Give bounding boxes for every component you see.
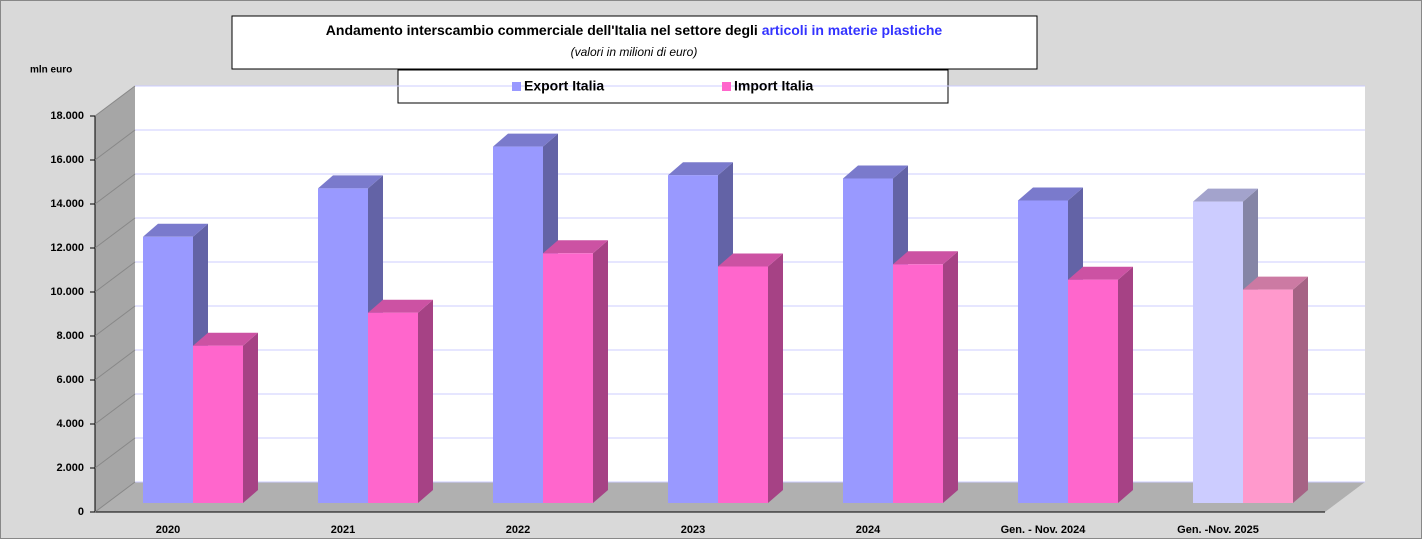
bar-top	[368, 299, 433, 313]
x-tick-label: 2023	[681, 524, 705, 536]
bar	[893, 264, 943, 503]
y-tick-label: 6.000	[56, 374, 84, 386]
y-tick-label: 2.000	[56, 462, 84, 474]
bar-top	[893, 251, 958, 265]
bar-top	[318, 175, 383, 189]
bar	[843, 178, 893, 503]
bar	[718, 266, 768, 503]
bar	[318, 188, 368, 503]
chart-title: Andamento interscambio commerciale dell'…	[326, 22, 943, 38]
bar-side	[418, 299, 433, 503]
bar	[368, 312, 418, 503]
bar	[143, 236, 193, 504]
y-tick-label: 4.000	[56, 418, 84, 430]
legend-label: Import Italia	[734, 78, 814, 94]
y-tick-label: 14.000	[50, 198, 84, 210]
bar-top	[143, 223, 208, 237]
grid-line-wall	[94, 129, 136, 161]
grid-line-wall	[94, 217, 136, 249]
bar-top	[718, 253, 783, 267]
bar	[543, 253, 593, 503]
bar-top	[668, 162, 733, 176]
bar-side	[243, 332, 258, 503]
y-tick-label: 12.000	[50, 242, 84, 254]
bar-top	[1018, 187, 1083, 201]
bar-top	[843, 165, 908, 179]
grid-line-wall	[94, 173, 136, 205]
bar	[1193, 201, 1243, 503]
grid-line-wall	[94, 85, 136, 117]
legend-swatch	[722, 82, 731, 91]
bar-side	[943, 251, 958, 503]
grid-line-wall	[94, 481, 136, 513]
bar-top	[1193, 188, 1258, 202]
bar	[1068, 279, 1118, 503]
bar-top	[543, 240, 608, 254]
y-tick-label: 16.000	[50, 154, 84, 166]
left-wall	[95, 86, 135, 512]
y-axis-label: mln euro	[30, 65, 72, 76]
x-tick-label: Gen. -Nov. 2025	[1177, 524, 1259, 536]
bar	[668, 175, 718, 503]
x-tick-label: 2024	[856, 524, 881, 536]
legend-label: Export Italia	[524, 78, 604, 94]
bar-side	[1293, 276, 1308, 503]
x-tick-label: Gen. - Nov. 2024	[1001, 524, 1087, 536]
x-tick-label: 2021	[331, 524, 355, 536]
chart-subtitle: (valori in milioni di euro)	[571, 45, 698, 59]
bar-side	[1118, 266, 1133, 503]
grid-line-wall	[94, 349, 136, 381]
bar	[493, 146, 543, 503]
grid-line-wall	[94, 393, 136, 425]
title-main: Andamento interscambio commerciale dell'…	[326, 22, 762, 38]
y-tick-label: 18.000	[50, 110, 84, 122]
y-tick-label: 10.000	[50, 286, 84, 298]
legend-swatch	[512, 82, 521, 91]
bar-side	[593, 240, 608, 504]
grid-line-wall	[94, 261, 136, 293]
x-tick-label: 2020	[156, 524, 180, 536]
bar	[1018, 200, 1068, 503]
bar	[193, 345, 243, 503]
y-tick-label: 8.000	[56, 330, 84, 342]
x-tick-label: 2022	[506, 524, 530, 536]
title-box	[231, 15, 1038, 70]
grid-line-wall	[94, 305, 136, 337]
bar-top	[1068, 266, 1133, 280]
title-highlight: articoli in materie plastiche	[762, 22, 943, 38]
bar-top	[1243, 276, 1308, 290]
grid-line-wall	[94, 437, 136, 469]
bar-side	[768, 253, 783, 503]
bar-top	[493, 133, 558, 147]
bar	[1243, 289, 1293, 503]
bar-top	[193, 332, 258, 346]
y-tick-label: 0	[78, 506, 84, 518]
